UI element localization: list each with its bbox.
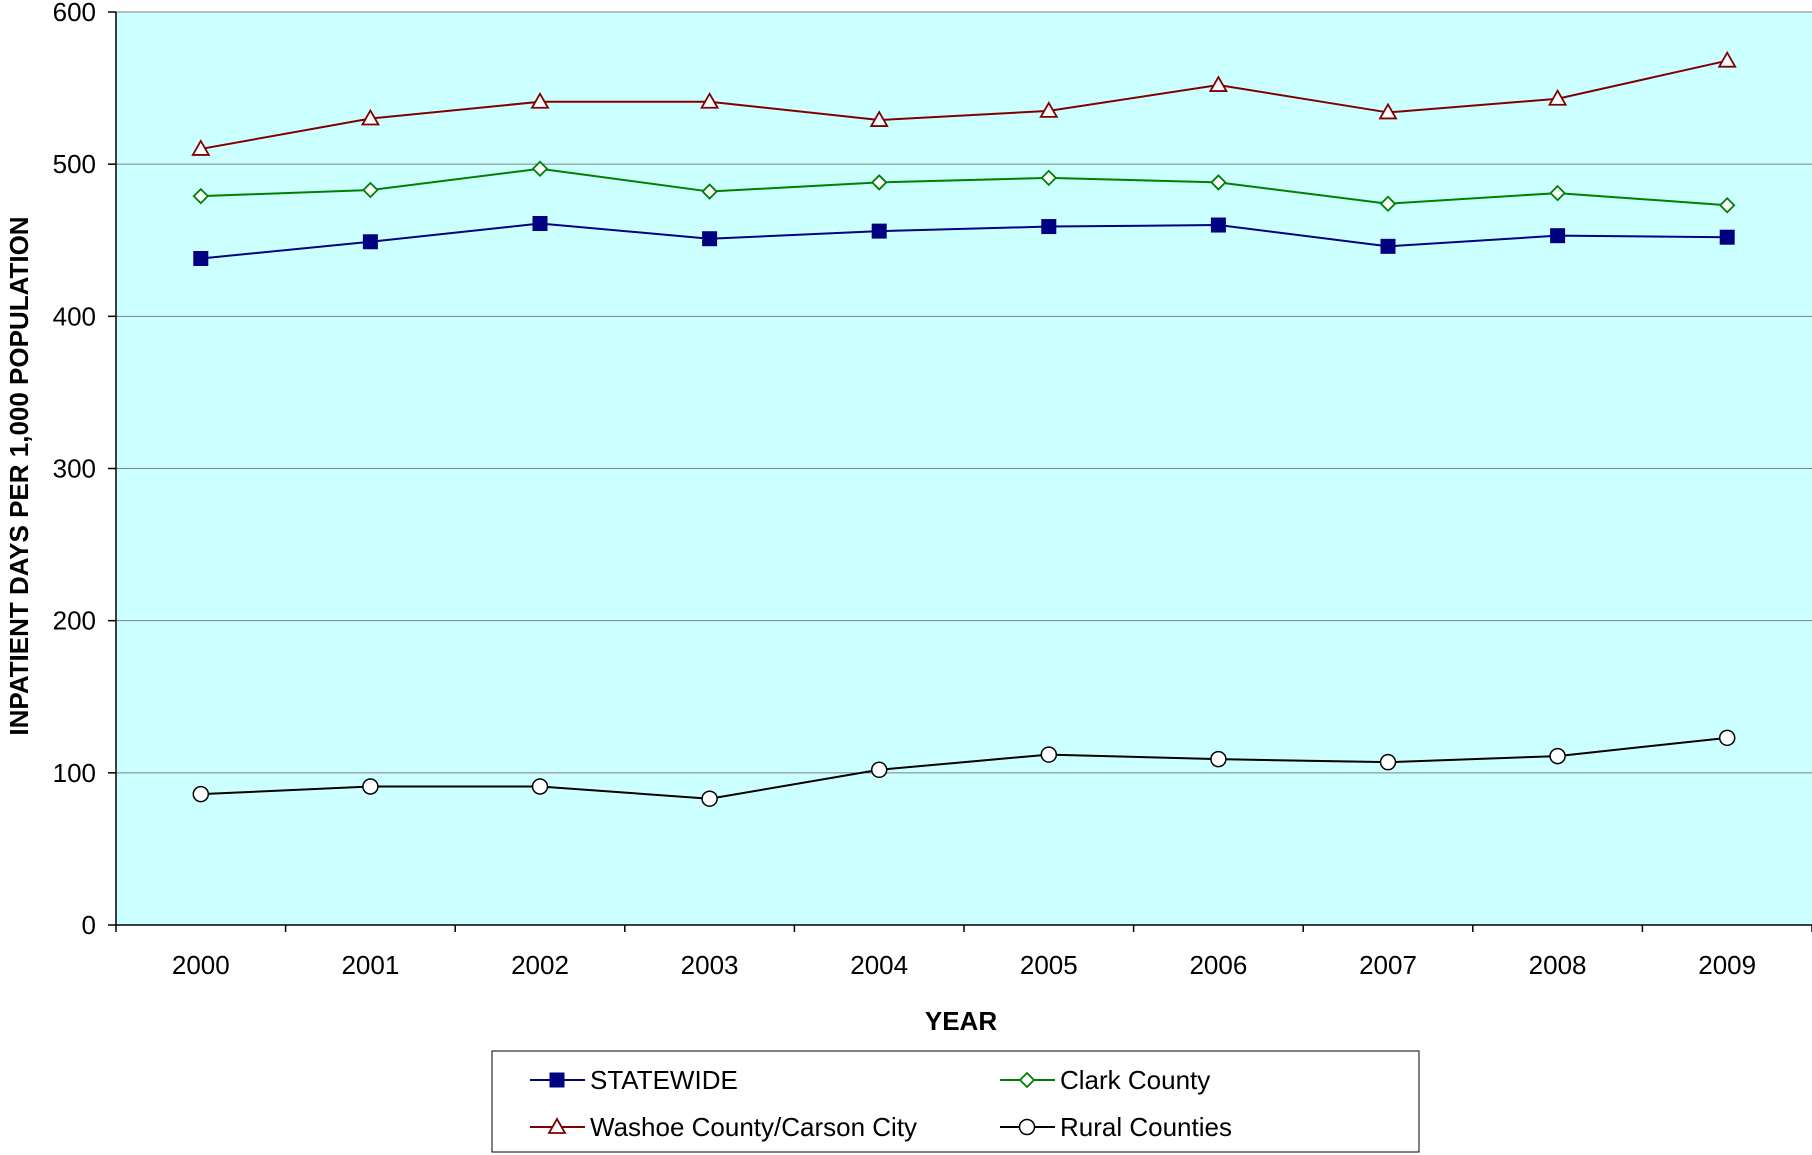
legend-marker [549, 1072, 565, 1088]
data-point [1208, 75, 1228, 92]
legend: STATEWIDE Clark County Washoe County/Carso… [491, 1050, 1420, 1153]
data-point [192, 785, 210, 803]
y-tick-label: 0 [82, 910, 96, 940]
data-point [191, 139, 211, 156]
data-point [1041, 219, 1057, 235]
data-point [1039, 101, 1059, 118]
legend-marker [1018, 1118, 1036, 1136]
data-point [530, 91, 550, 109]
data-point [700, 91, 720, 109]
data-point [1210, 750, 1227, 768]
x-tick-label: 2007 [1359, 950, 1417, 980]
data-point [1378, 102, 1398, 120]
data-point [702, 231, 718, 247]
data-point [192, 187, 210, 205]
data-point [870, 761, 888, 779]
data-point [1549, 184, 1566, 202]
series-layer [191, 50, 1737, 807]
y-axis-ticks: 0 100 200 300 400 500 600 [53, 0, 116, 940]
legend-marker [547, 1117, 567, 1134]
x-axis-ticks: 2000 2001 2002 2003 2004 2005 2006 2007 2008 2009 [115, 925, 1812, 980]
data-point [532, 216, 548, 232]
series-line [200, 167, 1728, 207]
x-tick-label: 2004 [850, 950, 908, 980]
gridlines [116, 11, 1812, 774]
y-tick-label: 600 [53, 0, 96, 27]
series-statewide [193, 216, 1735, 267]
x-tick-label: 2008 [1529, 950, 1587, 980]
y-tick-label: 100 [53, 758, 96, 788]
data-point [362, 234, 378, 250]
legend-label: Washoe County/Carson City [590, 1112, 917, 1142]
series-line [200, 222, 1728, 260]
data-point [871, 223, 887, 239]
series-line [200, 736, 1728, 800]
legend-entry: Rural Counties [1000, 1112, 1232, 1142]
data-point [1210, 174, 1227, 191]
data-point [1718, 196, 1736, 214]
x-tick-label: 2005 [1020, 950, 1078, 980]
data-point [531, 778, 549, 795]
legend-label: Rural Counties [1060, 1112, 1232, 1142]
data-point [362, 181, 379, 199]
data-point [362, 778, 379, 795]
series-washoe-county-carson-city [191, 50, 1737, 156]
data-point [531, 160, 549, 178]
legend-label: Clark County [1060, 1065, 1210, 1095]
data-point [1379, 753, 1397, 771]
data-point [870, 174, 888, 191]
data-point [360, 108, 380, 126]
data-point [1040, 746, 1058, 763]
x-tick-label: 2009 [1698, 950, 1756, 980]
legend-entries: STATEWIDE Clark County Washoe County/Carso… [530, 1065, 1232, 1142]
data-point [193, 251, 209, 267]
legend-entry: STATEWIDE [530, 1065, 738, 1095]
data-point [869, 110, 889, 127]
data-point [1210, 217, 1226, 233]
x-tick-label: 2003 [681, 950, 739, 980]
y-tick-label: 300 [53, 454, 96, 484]
legend-entry: Washoe County/Carson City [530, 1112, 917, 1142]
data-point [1548, 88, 1568, 106]
data-point [1550, 228, 1566, 244]
legend-label: STATEWIDE [590, 1065, 738, 1095]
y-axis-title: INPATIENT DAYS PER 1,000 POPULATION [4, 216, 34, 735]
y-tick-label: 200 [53, 606, 96, 636]
data-point [1040, 169, 1058, 187]
data-point [1718, 729, 1736, 747]
data-point [1719, 229, 1735, 245]
series-rural-counties [192, 729, 1736, 807]
x-tick-label: 2006 [1189, 950, 1247, 980]
data-point [701, 183, 718, 200]
legend-box [491, 1050, 1420, 1153]
x-tick-label: 2000 [172, 950, 230, 980]
y-tick-label: 500 [53, 149, 96, 179]
data-point [1717, 50, 1737, 68]
y-tick-label: 400 [53, 301, 96, 331]
data-point [1549, 747, 1566, 765]
x-axis-title: YEAR [925, 1006, 997, 1036]
data-point [701, 790, 718, 807]
x-tick-label: 2002 [511, 950, 569, 980]
data-point [1379, 195, 1397, 213]
series-clark-county [192, 160, 1736, 214]
legend-entry: Clark County [1000, 1065, 1210, 1095]
series-line [200, 59, 1728, 150]
legend-marker [1018, 1071, 1036, 1089]
data-point [1380, 238, 1396, 254]
x-tick-label: 2001 [341, 950, 399, 980]
